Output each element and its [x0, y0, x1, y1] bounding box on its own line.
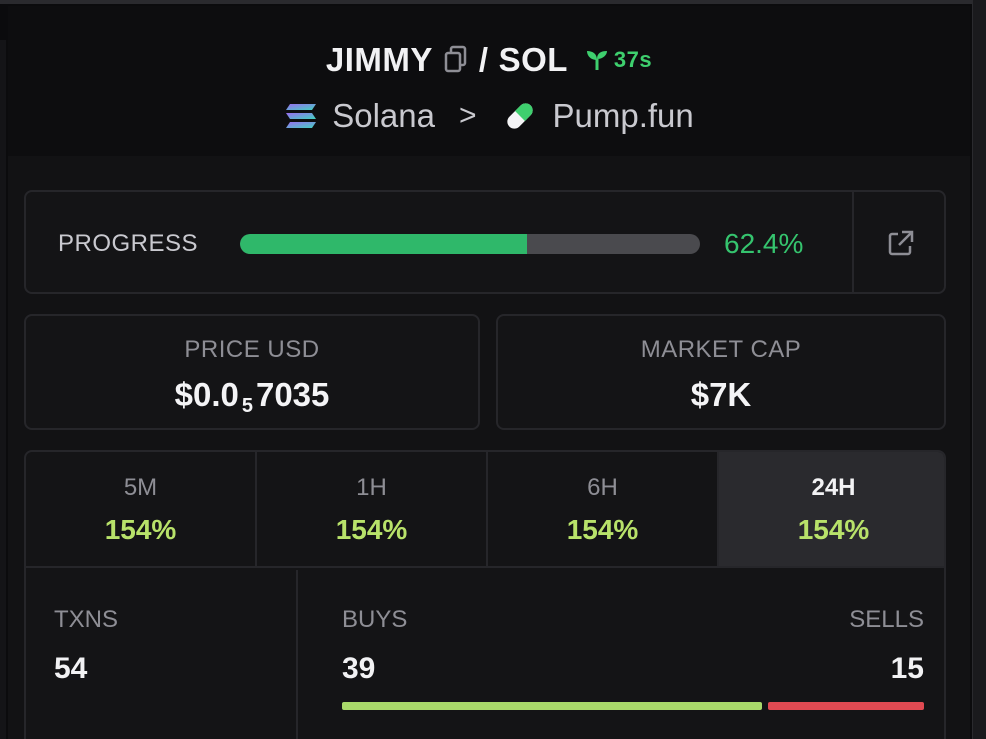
dex-link[interactable]: Pump.fun — [552, 97, 694, 134]
timeframe-label: 1H — [356, 474, 387, 501]
bonding-progress-card: PROGRESS 62.4% — [24, 190, 946, 294]
timeframe-label: 6H — [587, 474, 618, 501]
txns-section: TXNS 54 — [26, 570, 298, 739]
pair-age: 37s — [613, 47, 653, 72]
pair-title: JIMMY / SOL 37s — [8, 38, 970, 82]
txns-value: 54 — [54, 652, 88, 685]
price-digits: 7035 — [255, 376, 330, 413]
buys-value: 39 — [342, 652, 376, 685]
progress-fill — [240, 234, 528, 254]
sells-label: SELLS — [849, 606, 924, 633]
price-usd-value: $0.0 57035 — [26, 376, 478, 418]
tab-1h[interactable]: 1H 154% — [257, 452, 488, 566]
pair-header: JIMMY / SOL 37s Solana > — [8, 6, 970, 156]
tab-6h[interactable]: 6H 154% — [488, 452, 719, 566]
progress-percent: 62.4% — [724, 228, 804, 259]
price-prefix: $0.0 — [174, 376, 239, 413]
token-info-panel: JIMMY / SOL 37s Solana > — [8, 6, 970, 739]
divider — [852, 192, 854, 292]
buys-label: BUYS — [342, 606, 408, 633]
timeframe-tabs: 5M 154% 1H 154% 6H 154% 24H 154% — [26, 452, 944, 568]
price-change: 154% — [797, 514, 870, 545]
price-usd-card: PRICE USD $0.0 57035 — [24, 314, 480, 430]
scrollbar[interactable] — [972, 0, 986, 739]
price-change: 154% — [335, 514, 408, 545]
price-usd-label: PRICE USD — [184, 336, 320, 363]
timeframe-label: 24H — [811, 474, 856, 501]
market-cap-value: $7K — [690, 376, 752, 413]
sells-value: 15 — [890, 652, 924, 685]
buy-ratio-bar — [342, 702, 763, 710]
quote-symbol: SOL — [498, 41, 568, 78]
market-cap-card: MARKET CAP $7K — [496, 314, 946, 430]
chain-link[interactable]: Solana — [332, 97, 435, 134]
chevron-right-icon: > — [458, 99, 477, 132]
market-cap-label: MARKET CAP — [640, 336, 802, 363]
age-badge: 37s — [584, 47, 652, 73]
pill-icon — [506, 103, 533, 129]
tab-5m[interactable]: 5M 154% — [26, 452, 257, 566]
timeframe-label: 5M — [123, 474, 158, 501]
sell-ratio-bar — [768, 702, 924, 710]
solana-icon — [286, 104, 317, 128]
sprout-icon — [586, 51, 607, 70]
progress-bar — [240, 234, 700, 254]
buys-sells-section: BUYS SELLS 39 15 — [300, 570, 944, 739]
price-change: 154% — [104, 514, 177, 545]
stats-card: 5M 154% 1H 154% 6H 154% 24H 154% TXNS 54… — [24, 450, 946, 739]
top-border — [0, 0, 986, 4]
price-zero-count: 5 — [241, 395, 253, 417]
tab-24h[interactable]: 24H 154% — [719, 452, 944, 566]
txns-label: TXNS — [54, 606, 119, 633]
price-change: 154% — [566, 514, 639, 545]
base-symbol: JIMMY — [325, 41, 433, 78]
breadcrumb: Solana > Pump.fun — [8, 94, 970, 138]
copy-icon[interactable] — [443, 45, 469, 75]
progress-label: PROGRESS — [58, 230, 199, 257]
pair-separator: / — [478, 41, 489, 78]
external-link-icon[interactable] — [884, 226, 918, 260]
left-edge — [0, 40, 6, 739]
buy-sell-ratio-bar — [342, 702, 924, 710]
